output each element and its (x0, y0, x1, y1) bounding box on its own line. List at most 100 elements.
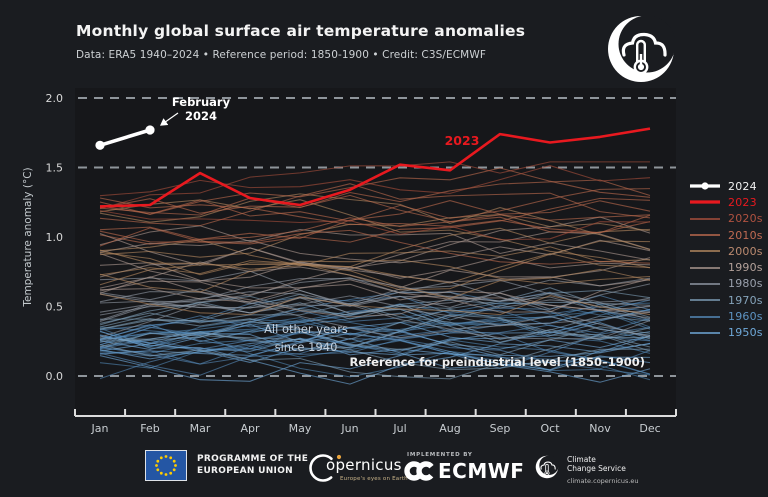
february-2024-arrow (160, 112, 179, 126)
year-line-2010s (99, 183, 651, 227)
ecmwf-wordmark: ECMWF (438, 459, 525, 483)
year-line-2010s (99, 197, 651, 245)
year-line-2010s (99, 200, 651, 245)
year-line-2010s (99, 227, 651, 265)
climate-change-service-icon (535, 455, 559, 479)
legend-line-sample (690, 234, 720, 236)
legend-line-sample (690, 315, 720, 318)
year-line-1970s (99, 308, 651, 348)
year-line-1980s (99, 289, 651, 337)
year-line-1940s (99, 331, 651, 375)
legend-label-2020s: 2020s (728, 212, 763, 226)
legend-item-1980s: 1980s (690, 276, 763, 292)
year-line-2000s (99, 213, 651, 258)
x-tick-label-mar: Mar (190, 422, 211, 435)
legend-item-1950s: 1950s (690, 325, 763, 341)
ccs-line2: Change Service (567, 464, 626, 473)
annotation-all-other-years-line2: since 1940 (274, 340, 338, 354)
legend-item-1960s: 1960s (690, 308, 763, 324)
legend-item-2024: 2024 (690, 178, 763, 194)
legend-line-sample (690, 266, 720, 269)
x-tick-label-sep: Sep (490, 422, 511, 435)
legend-line-sample (690, 283, 720, 285)
x-tick-label-may: May (289, 422, 312, 435)
year-line-2010s (99, 188, 651, 222)
year-line-1940s (99, 311, 651, 346)
legend-line-sample (690, 250, 720, 253)
series-2023 (99, 127, 651, 208)
x-tick-label-nov: Nov (589, 422, 611, 435)
legend-label-2010s: 2010s (728, 228, 763, 242)
series-2024 (98, 128, 152, 148)
series-2024-marker (95, 140, 105, 150)
legend-item-2020s: 2020s (690, 211, 763, 227)
x-tick-label-jun: Jun (340, 422, 358, 435)
climate-change-service-label: Climate Change Service (567, 455, 626, 473)
annotation-preindustrial-reference: Reference for preindustrial level (1850–… (349, 355, 646, 369)
legend-line-sample (690, 200, 720, 205)
year-line-1980s (99, 270, 651, 319)
annotation-february-2024: February 2024 (171, 95, 231, 123)
eu-flag-icon (145, 450, 187, 481)
legend-label-1970s: 1970s (728, 293, 763, 307)
plot-area (75, 88, 676, 416)
year-line-1980s (99, 277, 651, 309)
x-tick-label-aug: Aug (439, 422, 460, 435)
c3s-crescent-cloud-thermometer-icon (608, 15, 676, 82)
year-line-2000s (99, 263, 651, 299)
ecmwf-logo-icon (404, 461, 436, 481)
legend-line-sample (690, 182, 720, 190)
legend-label-1960s: 1960s (728, 310, 763, 324)
year-line-1990s (99, 225, 651, 261)
year-line-2010s (99, 197, 651, 234)
legend-label-1980s: 1980s (728, 277, 763, 291)
background-year-lines (99, 161, 651, 385)
year-line-2000s (99, 246, 651, 270)
year-line-1960s (99, 331, 651, 370)
year-line-2010s (99, 194, 651, 223)
year-line-1960s (99, 291, 651, 331)
copernicus-tagline: Europe's eyes on Earth (340, 476, 408, 482)
annotation-all-other-years-line1: All other years (264, 322, 348, 336)
year-line-1980s (99, 279, 651, 313)
year-line-2000s (99, 259, 651, 293)
year-line-2010s (99, 179, 651, 216)
ccs-line1: Climate (567, 455, 596, 464)
year-line-2010s (99, 167, 651, 215)
x-tick-label-dec: Dec (639, 422, 660, 435)
annotation-february-2024-line1: February (171, 95, 231, 109)
copernicus-wordmark: opernicus (326, 456, 402, 474)
legend-line-sample (690, 299, 720, 302)
year-line-1990s (99, 261, 651, 289)
eu-flag-stars (155, 455, 177, 476)
x-tick-label-feb: Feb (140, 422, 159, 435)
copernicus-c-icon (309, 454, 342, 482)
year-line-1950s (99, 336, 651, 371)
year-line-1970s (99, 314, 651, 350)
chart-legend: 2024 2023 2020s 2010s 2000s 1990s 1980s 1970s 19… (690, 178, 763, 341)
climate-url: climate.copernicus.eu (567, 477, 639, 485)
annotation-all-other-years: All other years since 1940 (264, 320, 348, 356)
legend-label-2024: 2024 (728, 179, 757, 193)
page-title: Monthly global surface air temperature a… (76, 22, 526, 40)
legend-label-1990s: 1990s (728, 261, 763, 275)
x-tick-label-apr: Apr (240, 422, 260, 435)
year-line-2000s (99, 252, 651, 284)
year-line-1990s (99, 262, 651, 313)
year-line-1970s (99, 334, 651, 380)
year-line-2020s (99, 161, 650, 210)
year-line-1960s (99, 309, 651, 355)
legend-line-sample (690, 332, 720, 334)
eu-programme-line1: PROGRAMME OF THE (197, 454, 309, 464)
year-line-1990s (99, 278, 651, 313)
y-tick-label-1.0: 1.0 (46, 231, 64, 244)
chart-subtitle: Data: ERA5 1940–2024 • Reference period:… (76, 49, 486, 61)
annotation-2023: 2023 (444, 133, 480, 148)
y-tick-label-1.5: 1.5 (46, 162, 64, 175)
legend-item-2023: 2023 (690, 194, 763, 210)
year-line-2020s (99, 165, 651, 197)
legend-item-1990s: 1990s (690, 259, 763, 275)
legend-item-1970s: 1970s (690, 292, 763, 308)
